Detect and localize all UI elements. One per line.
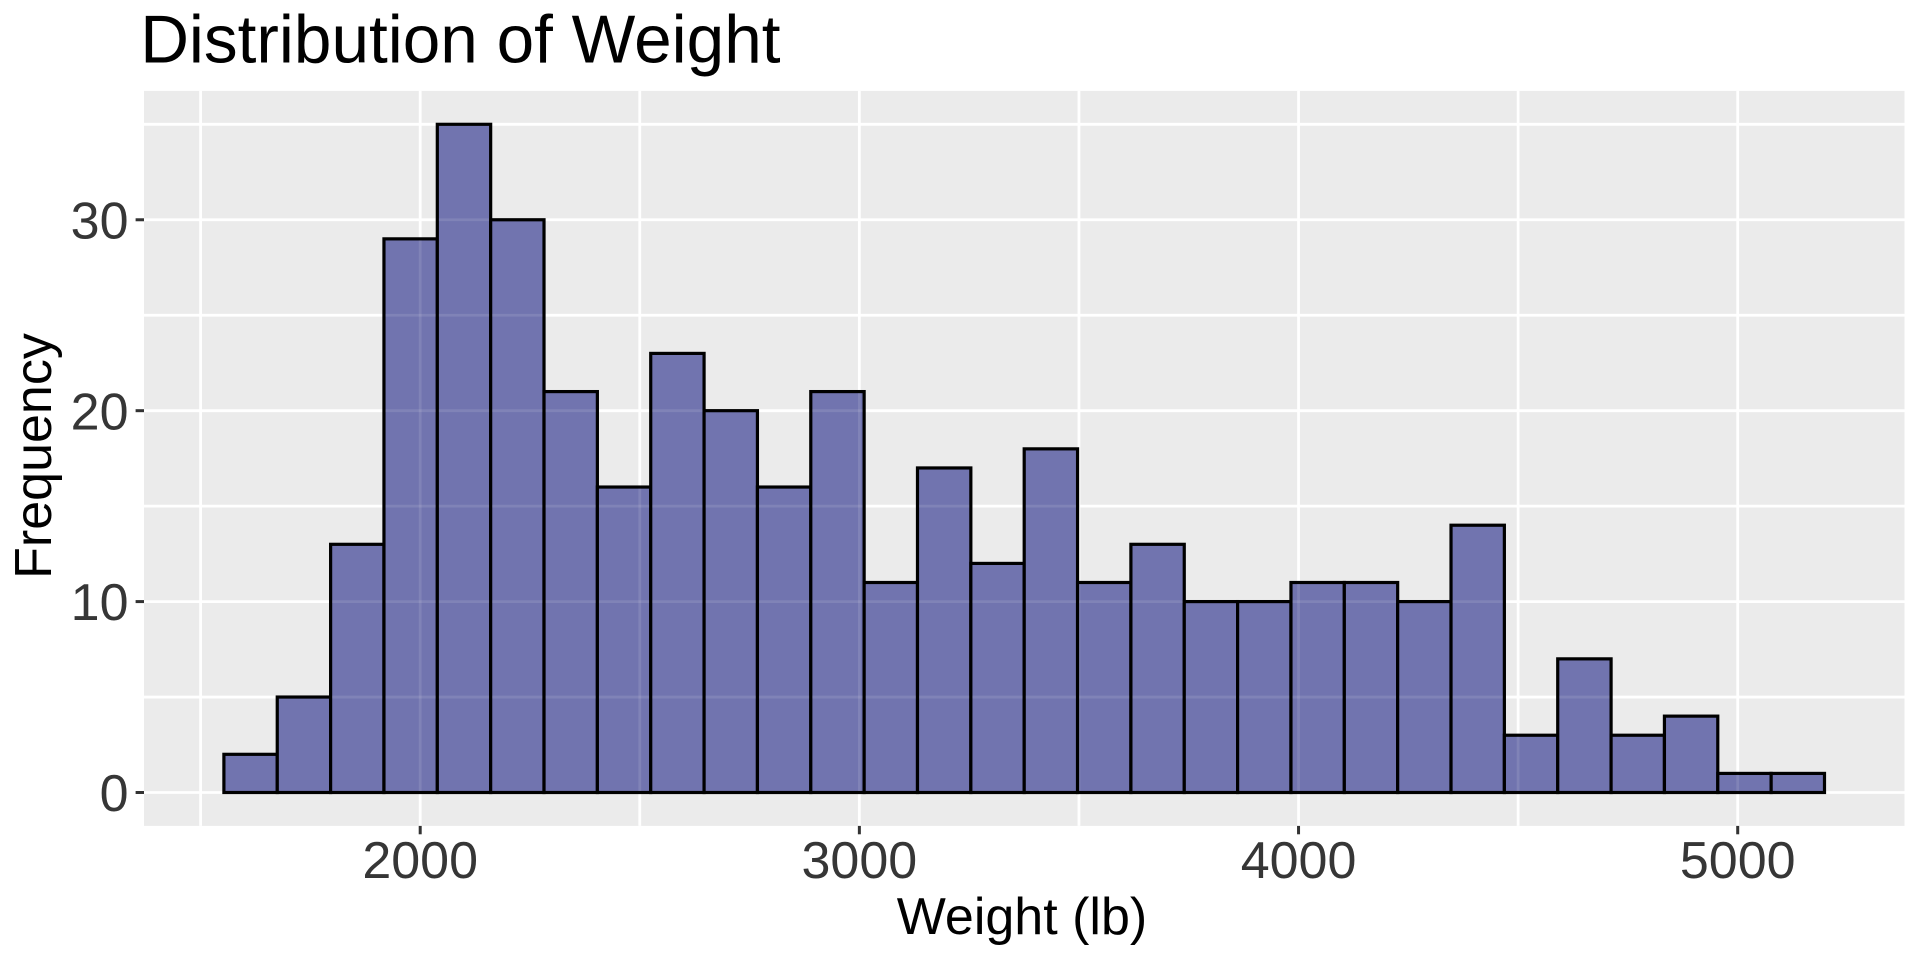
svg-text:0: 0: [100, 765, 129, 823]
svg-text:4000: 4000: [1241, 832, 1357, 890]
svg-text:Distribution of Weight: Distribution of Weight: [140, 3, 781, 78]
svg-text:2000: 2000: [362, 832, 478, 890]
svg-text:20: 20: [71, 383, 129, 441]
svg-text:Weight (lb): Weight (lb): [897, 888, 1147, 946]
svg-text:3000: 3000: [802, 832, 918, 890]
svg-text:5000: 5000: [1680, 832, 1796, 890]
svg-text:30: 30: [71, 192, 129, 250]
svg-text:Frequency: Frequency: [5, 333, 63, 579]
svg-text:10: 10: [71, 574, 129, 632]
